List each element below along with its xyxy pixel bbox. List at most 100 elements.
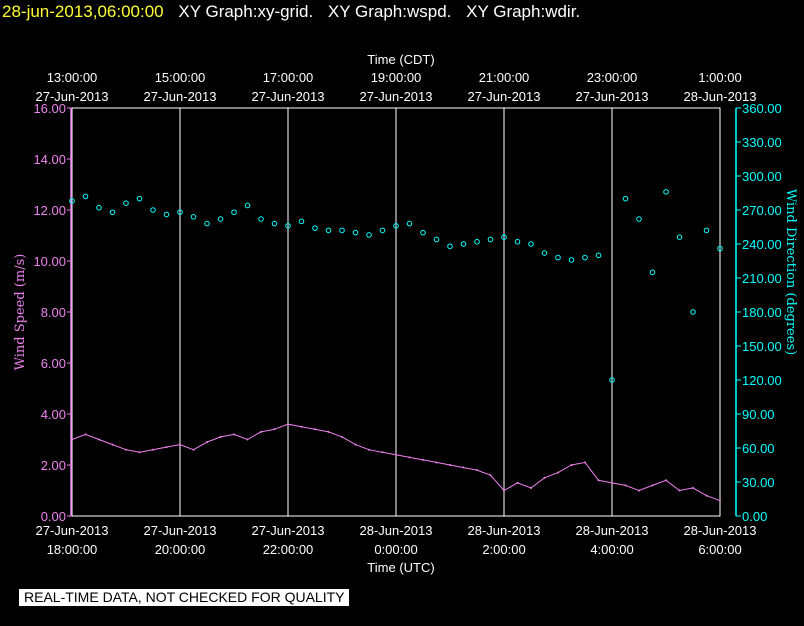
wind-speed-point bbox=[651, 484, 654, 487]
wind-speed-point bbox=[179, 443, 181, 446]
bottom-axis-labels: 27-Jun-2013 18:00:00 27-Jun-2013 20:00:00 27… bbox=[36, 523, 757, 557]
left-tick-label: 0.00 bbox=[41, 509, 66, 524]
wind-direction-point bbox=[204, 220, 210, 227]
wind-direction-point bbox=[177, 209, 183, 216]
wind-direction-point bbox=[150, 207, 156, 213]
right-tick-label: 150.00 bbox=[742, 339, 782, 354]
bottom-tick-date: 27-Jun-2013 bbox=[36, 523, 109, 538]
bottom-tick-time: 18:00:00 bbox=[47, 542, 98, 557]
wind-speed-point bbox=[260, 430, 262, 433]
top-tick-date: 27-Jun-2013 bbox=[576, 89, 649, 104]
wind-speed-point bbox=[246, 438, 249, 441]
wind-speed-point bbox=[84, 433, 87, 436]
top-tick-time: 13:00:00 bbox=[47, 70, 98, 85]
right-tick-label: 120.00 bbox=[742, 373, 782, 388]
wind-direction-point bbox=[366, 232, 372, 238]
wind-direction-point bbox=[690, 309, 696, 315]
wind-direction-point bbox=[717, 245, 723, 252]
top-tick-date: 27-Jun-2013 bbox=[360, 89, 433, 104]
wind-speed-point bbox=[314, 428, 316, 431]
right-tick-label: 60.00 bbox=[742, 441, 775, 456]
wind-direction-point bbox=[609, 377, 615, 383]
top-tick-time: 15:00:00 bbox=[155, 70, 206, 85]
wind-direction-point bbox=[555, 254, 561, 261]
wind-speed-point bbox=[570, 464, 573, 466]
bottom-tick-time: 0:00:00 bbox=[374, 542, 417, 557]
wind-direction-point bbox=[352, 229, 359, 236]
top-tick-time: 1:00:00 bbox=[698, 70, 741, 85]
wind-direction-point bbox=[460, 241, 467, 247]
wind-speed-point bbox=[476, 469, 478, 472]
top-tick-time: 17:00:00 bbox=[263, 70, 314, 85]
wind-direction-point bbox=[636, 216, 642, 222]
wind-speed-point bbox=[408, 456, 411, 459]
right-tick-label: 330.00 bbox=[742, 135, 782, 150]
graph-name-grid: XY Graph:xy-grid. bbox=[178, 2, 314, 21]
wind-direction-point bbox=[474, 238, 480, 245]
left-tick-label: 16.00 bbox=[33, 101, 66, 116]
wind-speed-point bbox=[125, 448, 127, 451]
wind-direction-point bbox=[528, 241, 534, 247]
wind-direction-point bbox=[406, 220, 413, 227]
right-tick-label: 210.00 bbox=[742, 271, 782, 286]
wind-speed-point bbox=[638, 489, 640, 492]
series-wind-direction bbox=[69, 189, 723, 383]
bottom-tick-date: 27-Jun-2013 bbox=[252, 523, 325, 538]
wind-direction-point bbox=[676, 234, 683, 240]
wind-speed-point bbox=[152, 448, 154, 451]
wind-speed-point bbox=[341, 435, 343, 438]
right-tick-label: 270.00 bbox=[742, 203, 782, 218]
top-tick-date: 27-Jun-2013 bbox=[36, 89, 109, 104]
wind-direction-point bbox=[501, 234, 507, 240]
wind-speed-point bbox=[624, 484, 627, 487]
bottom-tick-date: 27-Jun-2013 bbox=[144, 523, 217, 538]
wind-speed-point bbox=[381, 451, 384, 454]
wind-direction-point bbox=[69, 198, 75, 204]
wind-speed-point bbox=[530, 486, 532, 489]
top-tick-date: 27-Jun-2013 bbox=[252, 89, 325, 104]
right-axis-labels: 0.00 30.00 60.00 90.00 120.00 150.00 180.00 210… bbox=[736, 101, 782, 524]
wind-speed-point bbox=[449, 464, 451, 466]
wind-speed-point bbox=[597, 479, 600, 482]
wind-direction-point bbox=[339, 227, 345, 234]
right-tick-label: 300.00 bbox=[742, 169, 782, 184]
wind-direction-point bbox=[622, 195, 629, 202]
wind-direction-point bbox=[109, 209, 116, 216]
wind-direction-point bbox=[217, 216, 224, 222]
wind-speed-point bbox=[665, 479, 667, 482]
bottom-tick-date: 28-Jun-2013 bbox=[576, 523, 649, 538]
wind-speed-point bbox=[98, 438, 100, 441]
top-axis-title: Time (CDT) bbox=[367, 52, 434, 67]
wind-speed-point bbox=[611, 481, 613, 484]
right-tick-label: 30.00 bbox=[742, 475, 775, 490]
wind-direction-point bbox=[82, 193, 89, 200]
wind-speed-point bbox=[300, 425, 303, 428]
wind-direction-point bbox=[379, 227, 386, 234]
bottom-tick-time: 4:00:00 bbox=[590, 542, 633, 557]
top-tick-time: 21:00:00 bbox=[479, 70, 530, 85]
wind-direction-point bbox=[433, 236, 440, 243]
wind-direction-point bbox=[703, 227, 710, 234]
top-axis-labels: 13:00:00 27-Jun-2013 15:00:00 27-Jun-2013 17… bbox=[36, 70, 757, 104]
wind-direction-point bbox=[541, 250, 548, 256]
left-tick-label: 14.00 bbox=[33, 152, 66, 167]
bottom-tick-time: 22:00:00 bbox=[263, 542, 314, 557]
wind-speed-point bbox=[692, 486, 694, 489]
bottom-tick-time: 2:00:00 bbox=[482, 542, 525, 557]
graph-name-wdir: XY Graph:wdir. bbox=[466, 2, 581, 21]
wind-direction-point bbox=[298, 218, 305, 225]
grid-lines bbox=[179, 108, 613, 516]
wind-speed-point bbox=[165, 446, 168, 449]
wind-direction-point bbox=[514, 238, 521, 245]
wind-direction-point bbox=[663, 189, 669, 195]
top-tick-date: 27-Jun-2013 bbox=[144, 89, 217, 104]
wind-speed-point bbox=[557, 471, 559, 474]
series-wind-speed bbox=[71, 423, 721, 502]
wind-direction-point bbox=[487, 236, 494, 243]
wind-direction-point bbox=[447, 243, 453, 250]
right-tick-label: 240.00 bbox=[742, 237, 782, 252]
wind-speed-point bbox=[516, 481, 519, 484]
wind-speed-point bbox=[327, 430, 330, 433]
wind-speed-point bbox=[206, 441, 208, 444]
